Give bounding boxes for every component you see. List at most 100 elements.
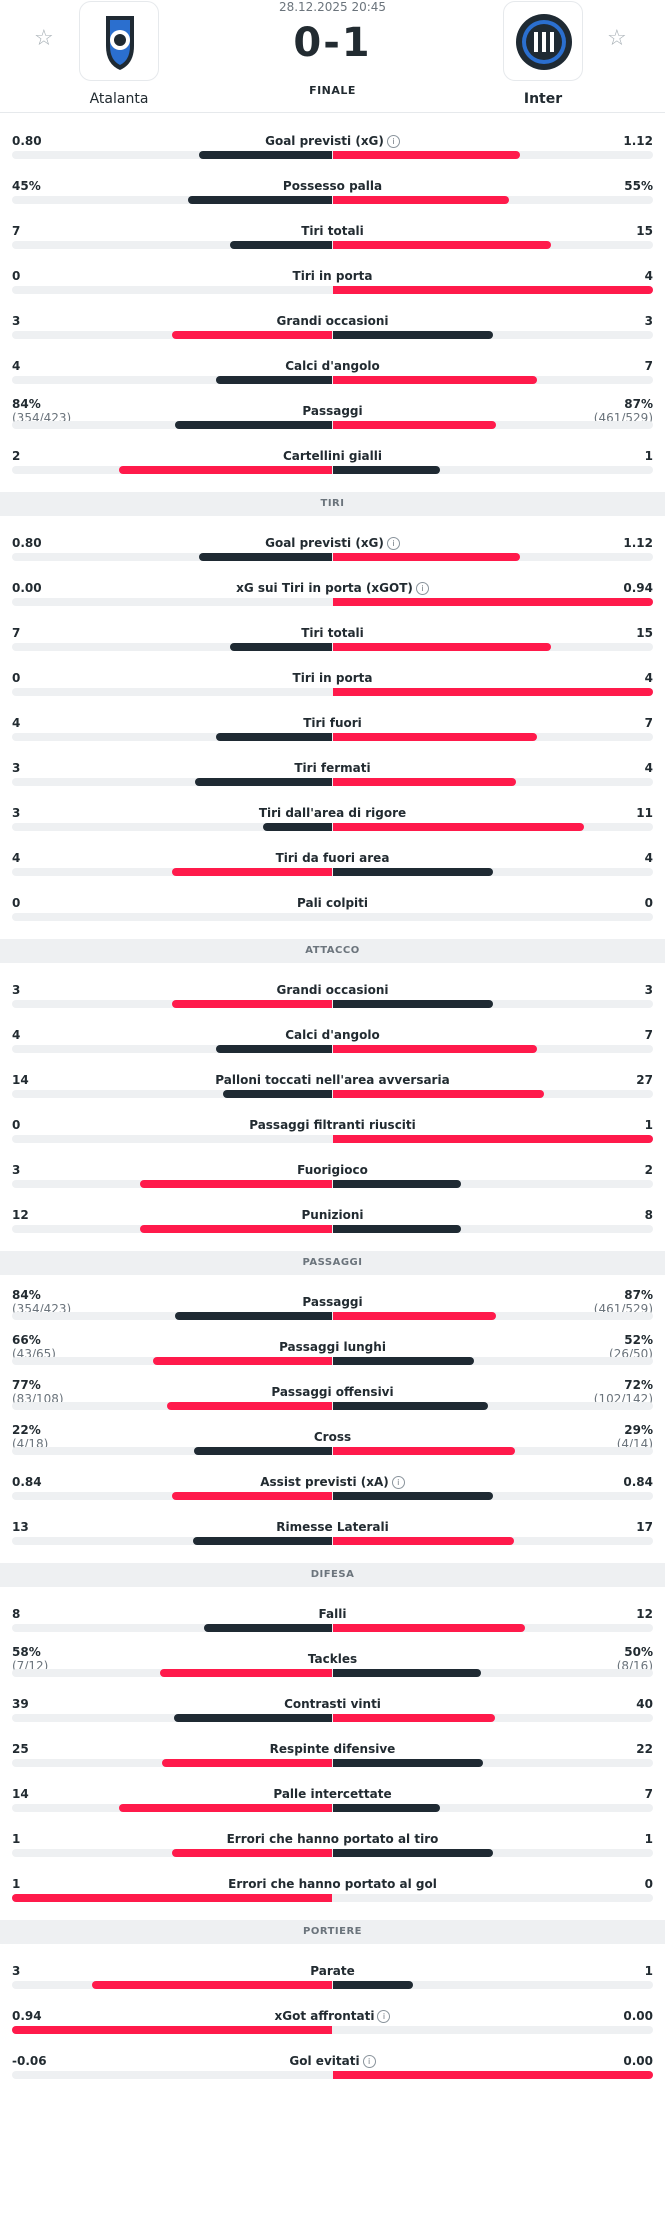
away-bar-fill xyxy=(333,1312,496,1320)
stat-row: 84% (354/423) Passaggi 87% (461/529) xyxy=(0,1288,665,1336)
away-bar-fill xyxy=(333,1135,653,1143)
home-value-text: 0 xyxy=(12,896,21,910)
stat-row: 14 Palle intercettate 7 xyxy=(0,1783,665,1828)
home-stat-value: 0.94 xyxy=(12,2009,42,2023)
away-value-text: 3 xyxy=(644,314,653,328)
stat-row: 0.94 xGot affrontati i 0.00 xyxy=(0,2005,665,2050)
stat-row: 3 Tiri dall'area di rigore 11 xyxy=(0,802,665,847)
stat-label: Calci d'angolo xyxy=(285,1028,380,1042)
home-value-text: 3 xyxy=(12,1964,21,1978)
stat-comparison-bar xyxy=(12,913,653,921)
home-team-name[interactable]: Atalanta xyxy=(89,91,149,107)
home-value-text: 0.94 xyxy=(12,2009,42,2023)
stat-label: Tiri fuori xyxy=(303,716,362,730)
match-date: 28.12.2025 20:45 xyxy=(278,0,387,14)
stat-label: Passaggi lunghi xyxy=(279,1340,386,1354)
stat-label: Passaggi xyxy=(302,404,363,418)
stat-name: Tiri totali xyxy=(0,224,665,238)
stat-label: Calci d'angolo xyxy=(285,359,380,373)
home-bar-fill xyxy=(216,376,332,384)
away-value-text: 1.12 xyxy=(623,536,653,550)
info-icon[interactable]: i xyxy=(362,2055,376,2068)
stat-label: Fuorigioco xyxy=(297,1163,368,1177)
stat-row: 0.00 xG sui Tiri in porta (xGOT) i 0.94 xyxy=(0,577,665,622)
info-icon[interactable]: i xyxy=(386,135,400,148)
away-stat-value: 22 xyxy=(636,1742,653,1756)
stat-name: Palloni toccati nell'area avversaria xyxy=(0,1073,665,1087)
info-icon[interactable]: i xyxy=(386,537,400,550)
home-bar-fill xyxy=(119,466,332,474)
home-bar-fill xyxy=(223,1090,332,1098)
away-stat-value: 7 xyxy=(645,359,653,373)
stat-row: 2 Cartellini gialli 1 xyxy=(0,445,665,490)
stat-label: xGot affrontati xyxy=(274,2009,375,2023)
section-header: DIFESA xyxy=(0,1563,665,1587)
stat-comparison-bar xyxy=(12,2071,653,2079)
away-bar-fill xyxy=(333,1045,537,1053)
home-value-text: 25 xyxy=(12,1742,29,1756)
atalanta-crest-icon xyxy=(106,16,134,70)
inter-logo[interactable] xyxy=(503,1,583,81)
match-status: FINALE xyxy=(309,84,356,97)
favorite-home-star-icon[interactable]: ☆ xyxy=(34,26,54,51)
home-value-text: 3 xyxy=(12,806,21,820)
stat-comparison-bar xyxy=(12,2026,653,2034)
info-icon[interactable]: i xyxy=(391,1476,405,1489)
stat-name: Fuorigioco xyxy=(0,1163,665,1177)
inter-crest-icon xyxy=(516,14,572,70)
away-bar-fill xyxy=(333,421,496,429)
stat-name: Respinte difensive xyxy=(0,1742,665,1756)
info-icon[interactable]: i xyxy=(415,582,429,595)
home-value-text: 14 xyxy=(12,1787,29,1801)
home-bar-fill xyxy=(167,1402,332,1410)
stat-row: 0 Pali colpiti 0 xyxy=(0,892,665,937)
home-bar-fill xyxy=(230,241,332,249)
home-value-text: 8 xyxy=(12,1607,21,1621)
home-bar-fill xyxy=(193,1537,332,1545)
stat-row: 3 Fuorigioco 2 xyxy=(0,1159,665,1204)
away-bar-fill xyxy=(333,1537,514,1545)
favorite-away-star-icon[interactable]: ☆ xyxy=(607,26,627,51)
away-stat-value: 15 xyxy=(636,224,653,238)
away-value-text: 1 xyxy=(644,449,653,463)
home-value-text: 0 xyxy=(12,269,21,283)
stat-comparison-bar xyxy=(12,1090,653,1098)
stat-name: Assist previsti (xA) i xyxy=(0,1475,665,1489)
stat-comparison-bar xyxy=(12,598,653,606)
home-stat-value: 1 xyxy=(12,1832,20,1846)
home-bar-fill xyxy=(12,2026,332,2034)
away-value-text: 0.00 xyxy=(623,2054,653,2068)
stat-label: Tiri dall'area di rigore xyxy=(258,806,407,820)
stat-name: Punizioni xyxy=(0,1208,665,1222)
home-bar-fill xyxy=(175,421,332,429)
home-value-text: 4 xyxy=(12,359,21,373)
home-value-text: 3 xyxy=(12,983,21,997)
home-stat-value: 4 xyxy=(12,716,20,730)
stat-name: Passaggi offensivi xyxy=(0,1385,665,1399)
away-team-name[interactable]: Inter xyxy=(523,91,563,107)
stat-name: Errori che hanno portato al gol xyxy=(0,1877,665,1891)
home-stat-value: 3 xyxy=(12,761,20,775)
home-bar-fill xyxy=(160,1669,332,1677)
away-stat-value: 0.84 xyxy=(623,1475,653,1489)
stat-label: Tiri in porta xyxy=(292,269,373,283)
home-value-text: -0.06 xyxy=(12,2054,47,2068)
home-bar-fill xyxy=(140,1180,332,1188)
stat-label: Parate xyxy=(310,1964,355,1978)
stat-comparison-bar xyxy=(12,1849,653,1857)
away-stat-value: 7 xyxy=(645,716,653,730)
info-icon[interactable]: i xyxy=(377,2010,391,2023)
away-bar-fill xyxy=(333,1180,461,1188)
away-value-text: 40 xyxy=(636,1697,653,1711)
home-value-text: 84% xyxy=(12,1288,41,1302)
away-bar-fill xyxy=(333,1981,413,1989)
atalanta-logo[interactable] xyxy=(79,1,159,81)
away-bar-fill xyxy=(333,286,653,294)
away-stat-value: 27 xyxy=(636,1073,653,1087)
away-value-text: 15 xyxy=(636,626,653,640)
away-stat-value: 12 xyxy=(636,1607,653,1621)
stat-row: 0.80 Goal previsti (xG) i 1.12 xyxy=(0,532,665,577)
stat-label: Errori che hanno portato al gol xyxy=(228,1877,437,1891)
away-bar-fill xyxy=(333,643,551,651)
stat-comparison-bar xyxy=(12,1180,653,1188)
